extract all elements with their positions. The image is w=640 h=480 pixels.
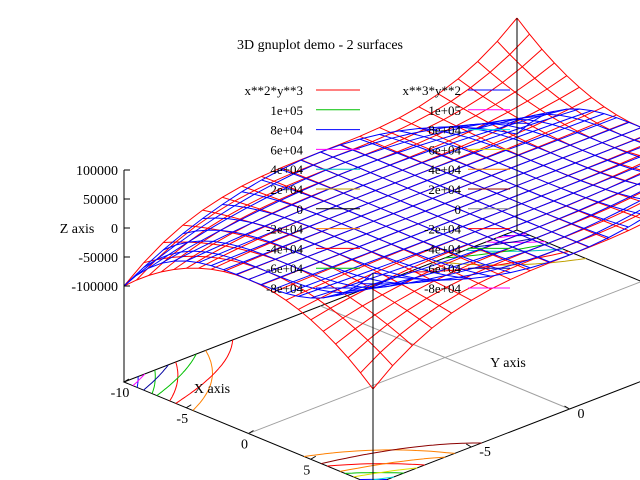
legend-label: 0 [297, 202, 304, 217]
surface-grid-line [339, 144, 590, 248]
legend-label: -4e+04 [266, 241, 303, 256]
z-tick-label: -50000 [78, 251, 118, 266]
surface-grid-line [123, 267, 374, 390]
contour-line [353, 467, 418, 478]
y-axis-label: Y axis [490, 356, 526, 371]
base-zero-line-y [320, 305, 570, 410]
contour-lines [132, 233, 586, 480]
legend-label: -8e+04 [266, 281, 303, 296]
surface-2 [123, 108, 640, 299]
surface-grid-line [310, 172, 640, 321]
z-tick-label: 100000 [76, 164, 118, 179]
legend-label: -4e+04 [424, 241, 461, 256]
surface-1 [123, 17, 640, 390]
y-tick [465, 443, 472, 448]
x-tick [310, 455, 317, 460]
x-tick-label: -5 [176, 412, 188, 427]
z-axis-label: Z axis [60, 222, 95, 237]
legend-label: 8e+04 [270, 123, 303, 138]
surfaces [123, 17, 640, 390]
x-axis-label: X axis [194, 382, 230, 397]
contour-line [465, 248, 563, 252]
legend-label: -8e+04 [424, 281, 461, 296]
surface-grid-line [260, 137, 640, 286]
legend: x**2*y**3 1e+05 8e+04 6e+04 4e+04 2e+04 0 -2e+0… [245, 83, 510, 296]
z-tick-label: -100000 [71, 280, 118, 295]
surface-grid-line [360, 209, 640, 285]
y-tick [564, 405, 570, 410]
surface-grid-line [273, 147, 640, 290]
surface-grid-line [310, 174, 640, 299]
surface-grid-line [372, 219, 640, 281]
legend-label: 4e+04 [428, 162, 461, 177]
contour-line [192, 350, 455, 457]
legend-label: 1e+05 [428, 103, 461, 118]
x-tick [185, 404, 192, 409]
legend-label: -2e+04 [266, 222, 303, 237]
surface-grid-line [335, 191, 640, 297]
surface-grid-line [379, 133, 629, 228]
legend-label: x**3*y**2 [403, 83, 462, 98]
surface-grid-line [285, 156, 640, 294]
legend-label: 2e+04 [270, 182, 303, 197]
contour-line [340, 456, 446, 472]
surface-grid-line [418, 128, 640, 200]
contour-line [321, 442, 482, 465]
x-tick-label: 0 [241, 438, 248, 453]
legend-label: -6e+04 [266, 261, 303, 276]
surface-grid-line [497, 113, 640, 143]
y-tick-label: 0 [578, 407, 585, 422]
axes: -100000-50000050000100000-10-50510-10-50… [71, 18, 585, 480]
chart-title: 3D gnuplot demo - 2 surfaces [237, 38, 403, 53]
surface-grid-line [398, 130, 640, 215]
legend-label: 2e+04 [428, 182, 461, 197]
x-tick-label: 5 [303, 463, 310, 478]
surface-grid-line [516, 108, 640, 135]
contour-line [435, 258, 586, 266]
legend-label: 6e+04 [270, 142, 303, 157]
surface-grid-line [359, 138, 609, 238]
surface-grid-line [516, 17, 640, 128]
legend-label: 8e+04 [428, 123, 461, 138]
surface-grid-line [458, 123, 640, 172]
z-tick-label: 0 [111, 222, 118, 237]
y-tick-label: -5 [479, 445, 491, 460]
surface-grid-line [348, 200, 640, 292]
surface-grid-line [298, 165, 640, 297]
z-tick-label: 50000 [83, 193, 118, 208]
legend-label: 6e+04 [428, 142, 461, 157]
surface-grid-line [323, 182, 640, 299]
contour-line [369, 476, 394, 480]
legend-label: x**2*y**3 [245, 83, 304, 98]
legend-label: -2e+04 [424, 222, 461, 237]
legend-label: 0 [455, 202, 462, 217]
x-tick [123, 378, 130, 383]
legend-label: 4e+04 [270, 162, 303, 177]
surface-grid-line [320, 151, 570, 256]
x-tick-label: -10 [111, 386, 130, 401]
x-tick [248, 430, 254, 434]
legend-label: -6e+04 [424, 261, 461, 276]
legend-label: 1e+05 [270, 103, 303, 118]
